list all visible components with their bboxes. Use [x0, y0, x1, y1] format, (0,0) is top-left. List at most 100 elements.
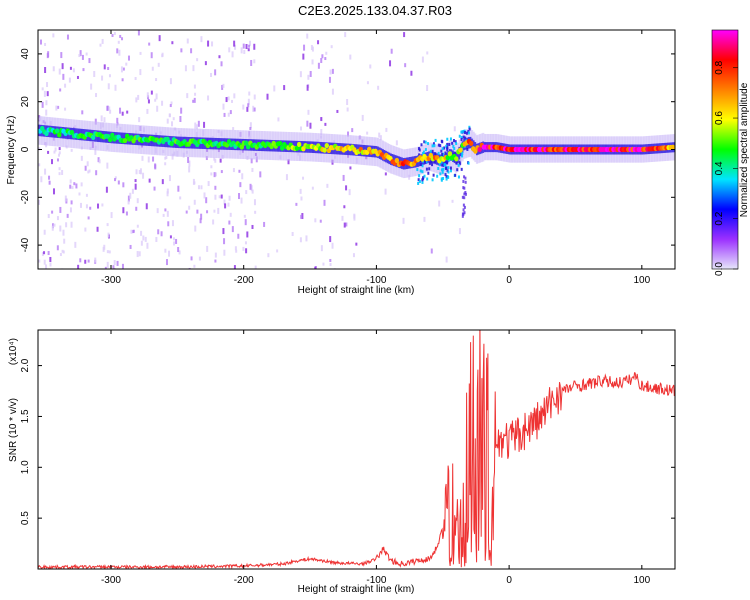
spectrogram-noise-cell	[70, 148, 73, 152]
snr-y-tick-label: 2.0	[20, 358, 31, 372]
spectrogram-noise-cell	[213, 172, 216, 178]
snr-x-ticks: -300 -200 -100 0 100	[101, 330, 651, 586]
spectrogram-spread-cell	[468, 125, 471, 129]
spectrogram-noise-cell	[266, 93, 269, 100]
spectrogram-noise-cell	[342, 174, 345, 181]
spectrogram-noise-cell	[122, 207, 125, 214]
spectrogram-noise-cell	[234, 246, 237, 251]
spectrogram-noise-cell	[224, 203, 227, 209]
spectrogram-noise-cell	[223, 249, 226, 256]
spectrogram-noise-cell	[239, 182, 242, 188]
spectrogram-noise-cell	[200, 185, 203, 190]
spectrogram-noise-cell	[343, 205, 346, 209]
spectrogram-noise-cell	[122, 182, 125, 188]
spectrogram-noise-cell	[253, 43, 256, 50]
spectrogram-noise-cell	[366, 81, 369, 85]
spectrogram-spread-cell	[442, 163, 445, 167]
spectrogram-spread-cell	[446, 137, 449, 141]
colorbar-label: Normalized spectral amplitude	[739, 82, 750, 217]
spectrogram-noise-cell	[207, 40, 210, 47]
spectrogram-spread-cell	[465, 131, 468, 135]
spectrogram-noise-cell	[343, 222, 346, 228]
spectrogram-noise-cell	[283, 85, 286, 91]
spectrogram-noise-cell	[151, 66, 154, 71]
spectrogram-noise-cell	[220, 61, 223, 67]
spectrogram-noise-cell	[322, 262, 325, 266]
spectrogram-noise-cell	[64, 195, 67, 202]
spectrogram-spread-cell	[444, 151, 447, 155]
spectrogram-noise-cell	[46, 82, 49, 88]
spectrogram-noise-cell	[39, 39, 42, 45]
spectrogram-noise-cell	[299, 71, 302, 78]
spectrogram-noise-cell	[51, 159, 54, 165]
spectrogram-noise-cell	[100, 115, 103, 122]
spectrogram-noise-cell	[234, 44, 237, 50]
spectrogram-noise-cell	[101, 75, 104, 81]
spectrogram-noise-cell	[95, 93, 98, 98]
spectrogram-noise-cell	[172, 117, 175, 121]
spectrogram-spread-cell	[417, 178, 420, 182]
spectrogram-ridge-cell	[110, 132, 115, 138]
spectrogram-ridge-cell	[447, 151, 453, 157]
spectrogram-noise-cell	[451, 199, 454, 203]
spectrogram-noise-cell	[58, 68, 61, 75]
spectrogram-spread-cell	[457, 175, 460, 179]
spectrogram-noise-cell	[44, 67, 47, 74]
spectrogram-noise-cell	[134, 183, 137, 190]
spectrogram-spread-cell	[446, 142, 449, 146]
spectrogram-noise-cell	[219, 158, 222, 163]
spectrogram-noise-cell	[314, 218, 317, 223]
spectrogram-noise-cell	[251, 224, 254, 229]
spectrogram-noise-cell	[99, 43, 102, 47]
colorbar-tick-label: 0.6	[714, 111, 725, 125]
spectrogram-noise-cell	[404, 63, 407, 68]
spectrogram-noise-cell	[178, 250, 181, 255]
spectrogram-spread-cell	[442, 176, 445, 180]
spectrogram-noise-cell	[168, 175, 171, 182]
spectrogram-noise-cell	[44, 42, 47, 46]
spectrogram-noise-cell	[70, 200, 73, 205]
spectrogram-noise-cell	[146, 108, 149, 114]
spectrogram-noise-cell	[109, 109, 112, 114]
spectrogram-noise-cell	[78, 192, 81, 196]
spectrogram-spread-cell	[445, 144, 448, 148]
spectrogram-spread-cell	[441, 153, 444, 157]
spectrogram-noise-cell	[426, 85, 429, 92]
spectrogram-noise-cell	[106, 105, 109, 111]
spectrogram-noise-cell	[58, 172, 61, 176]
spectrogram-x-ticks: -300 -200 -100 0 100	[101, 30, 651, 286]
spectrogram-band-inner	[278, 140, 281, 152]
spectrogram-noise-cell	[207, 181, 210, 187]
spectrogram-noise-cell	[48, 180, 51, 185]
spectrogram-noise-cell	[107, 66, 110, 70]
spectrogram-spread-cell	[428, 161, 431, 165]
spectrogram-noise-cell	[44, 168, 47, 175]
spectrogram-ridge-cell	[246, 144, 251, 150]
spectrogram-noise-cell	[212, 219, 215, 225]
spectrogram-noise-cell	[196, 209, 199, 214]
spectrogram-noise-cell	[267, 253, 270, 258]
spectrogram-noise-cell	[317, 62, 320, 69]
spectrogram-noise-cell	[214, 185, 217, 190]
spectrogram-noise-cell	[242, 43, 245, 49]
spectrogram-noise-cell	[228, 47, 231, 53]
spectrogram-spread-cell	[441, 170, 444, 174]
spectrogram-noise-cell	[220, 170, 223, 174]
spectrogram-noise-cell	[254, 265, 257, 269]
spectrogram-noise-cell	[242, 246, 245, 251]
spectrogram-noise-cell	[240, 197, 243, 204]
spectrogram-noise-cell	[145, 268, 148, 269]
spectrogram-noise-cell	[126, 110, 129, 114]
spectrogram-noise-cell	[169, 78, 172, 85]
spectrogram-tail-cell	[463, 192, 466, 196]
spectrogram-noise-cell	[150, 52, 153, 59]
spectrogram-noise-cell	[305, 235, 308, 242]
spectrogram-ridge-cell	[239, 144, 245, 150]
spectrogram-spread-cell	[431, 144, 434, 148]
spectrogram-noise-cell	[49, 262, 52, 267]
spectrogram-noise-cell	[210, 172, 213, 176]
spectrogram-spread-cell	[421, 180, 424, 184]
spectrogram-noise-cell	[347, 131, 350, 137]
spectrogram-noise-cell	[238, 169, 241, 173]
spectrogram-noise-cell	[242, 104, 245, 110]
